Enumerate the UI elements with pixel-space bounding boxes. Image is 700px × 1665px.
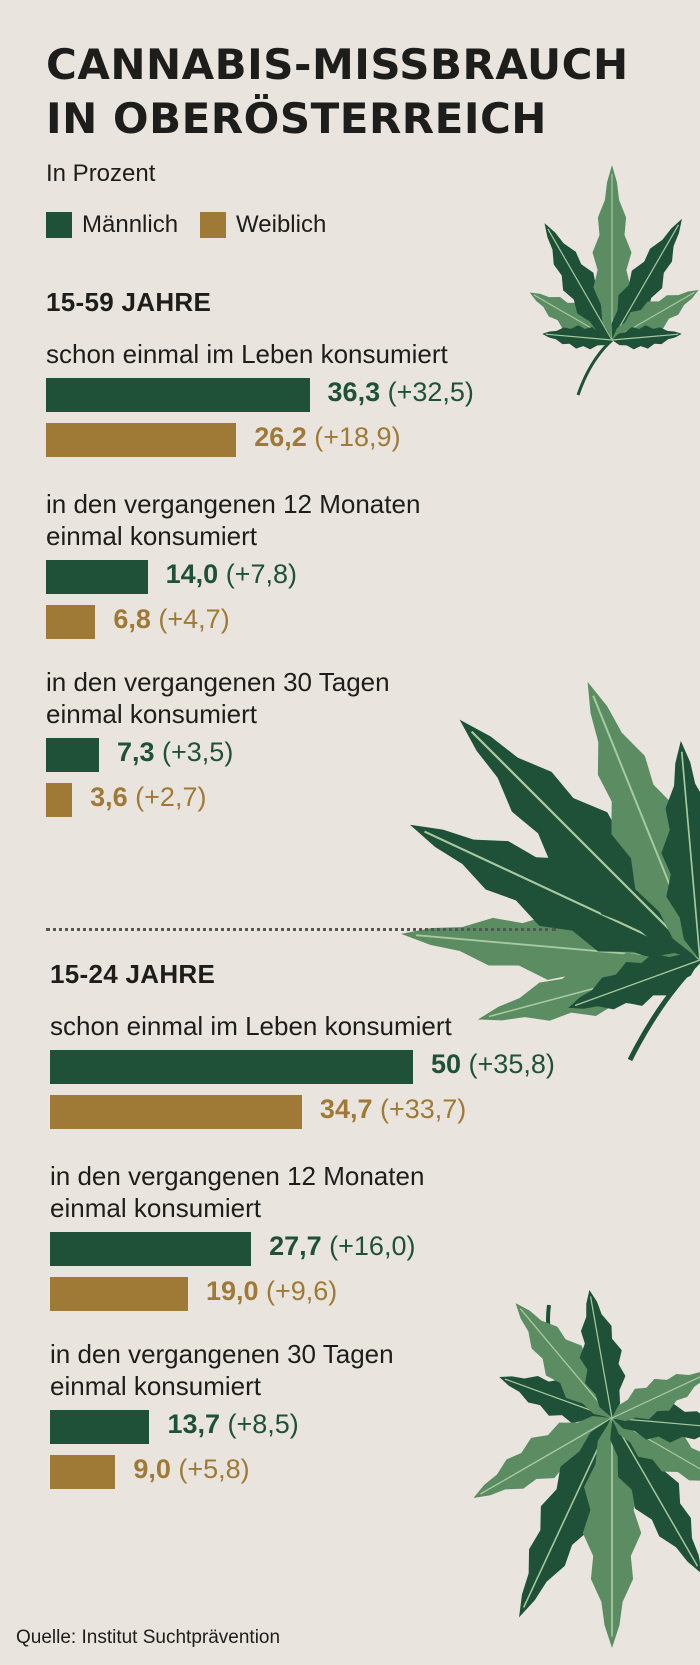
data-change: (+18,9)	[306, 422, 401, 452]
data-label-male: 27,7 (+16,0)	[269, 1231, 415, 1262]
category-label: schon einmal im Leben konsumiert	[50, 1010, 550, 1042]
data-change: (+4,7)	[150, 604, 230, 634]
data-value: 50	[431, 1049, 462, 1079]
data-value: 13,7	[167, 1409, 221, 1439]
data-change: (+2,7)	[127, 782, 207, 812]
data-value: 27,7	[269, 1231, 322, 1261]
legend-swatch-female	[200, 212, 227, 238]
category-label: in den vergangenen 12 Monaten einmal kons…	[50, 1160, 550, 1224]
category-label-line: einmal konsumiert	[46, 521, 257, 551]
data-label-male: 14,0 (+7,8)	[166, 559, 297, 590]
leaflet-vein	[589, 1296, 613, 1419]
category-label: in den vergangenen 30 Tagen einmal konsum…	[46, 666, 546, 730]
leaflet-shape	[579, 1289, 626, 1418]
data-change: (+9,6)	[258, 1276, 338, 1306]
data-label-female: 26,2 (+18,9)	[254, 422, 400, 453]
data-label-male: 36,3 (+32,5)	[328, 377, 474, 408]
bar-female	[50, 1095, 302, 1129]
legend-label-male: Männlich	[82, 211, 179, 238]
section-heading-2: 15-24 JAHRE	[50, 959, 216, 989]
legend: Männlich Weiblich	[46, 211, 348, 239]
chart-title: CANNABIS-MISSBRAUCH IN OBERÖSTERREICH	[46, 38, 686, 146]
data-value: 36,3	[327, 377, 381, 407]
category-label-line: einmal konsumiert	[46, 699, 257, 729]
data-value: 14,0	[165, 559, 219, 589]
legend-swatch-male	[46, 212, 72, 238]
data-value: 34,7	[319, 1094, 373, 1124]
leaflet-vein	[470, 730, 700, 961]
data-change: (+7,8)	[218, 559, 297, 589]
leaflet-vein	[611, 224, 680, 341]
category-label: in den vergangenen 12 Monaten einmal kons…	[46, 488, 546, 552]
category-label-line: einmal konsumiert	[50, 1371, 261, 1401]
category-label-line: in den vergangenen 12 Monaten	[50, 1161, 425, 1191]
leaflet-shape	[661, 740, 700, 960]
leaflet-vein	[480, 1417, 613, 1495]
leaflet-vein	[574, 959, 700, 1007]
data-label-female: 6,8 (+4,7)	[113, 604, 229, 635]
bar-female	[46, 423, 237, 457]
data-change: (+16,0)	[321, 1231, 416, 1261]
legend-item-female: Weiblich	[200, 211, 326, 239]
data-label-female: 3,6 (+2,7)	[90, 782, 206, 813]
data-label-male: 50 (+35,8)	[431, 1049, 555, 1080]
data-label-female: 34,7 (+33,7)	[320, 1094, 466, 1125]
data-value: 9,0	[133, 1454, 171, 1484]
leaflet-vein	[611, 1417, 699, 1567]
leaflet-vein	[547, 228, 613, 341]
data-value: 6,8	[113, 604, 151, 634]
leaflet-shape	[612, 1371, 700, 1422]
unit-subtitle: In Prozent	[46, 160, 156, 187]
bar-male	[46, 378, 310, 412]
source-note: Quelle: Institut Suchtprävention	[16, 1627, 281, 1648]
data-label-male: 13,7 (+8,5)	[167, 1409, 298, 1440]
title-line-2: IN OBERÖSTERREICH	[46, 94, 547, 143]
data-change: (+3,5)	[154, 737, 234, 767]
data-value: 26,2	[254, 422, 307, 452]
legend-label-female: Weiblich	[236, 211, 327, 238]
bar-male	[46, 738, 99, 772]
leaflet-vein	[680, 751, 700, 961]
data-value: 19,0	[205, 1276, 259, 1306]
data-change: (+33,7)	[372, 1094, 467, 1124]
category-label-line: in den vergangenen 12 Monaten	[46, 489, 421, 519]
data-change: (+32,5)	[380, 377, 474, 407]
bar-female	[46, 605, 96, 639]
data-label-female: 9,0 (+5,8)	[133, 1454, 249, 1485]
leaflet-vein	[611, 1417, 700, 1429]
bar-male	[50, 1232, 252, 1266]
data-change: (+8,5)	[220, 1409, 299, 1439]
bar-female	[50, 1277, 188, 1311]
category-label-line: einmal konsumiert	[50, 1193, 261, 1223]
category-label-line: in den vergangenen 30 Tagen	[46, 667, 390, 697]
category-label-line: schon einmal im Leben konsumiert	[46, 339, 448, 369]
category-label: in den vergangenen 30 Tagen einmal konsum…	[50, 1338, 550, 1402]
leaflet-vein	[519, 1308, 613, 1419]
data-label-female: 19,0 (+9,6)	[206, 1276, 337, 1307]
section-divider	[46, 928, 556, 931]
leaf-stem	[576, 338, 614, 396]
category-label-line: schon einmal im Leben konsumiert	[50, 1011, 452, 1041]
data-value: 7,3	[116, 737, 155, 767]
bar-male	[50, 1050, 413, 1084]
data-change: (+5,8)	[170, 1454, 250, 1484]
category-label-line: in den vergangenen 30 Tagen	[50, 1339, 394, 1369]
bar-female	[50, 1455, 116, 1489]
legend-item-male: Männlich	[46, 211, 178, 239]
data-change: (+35,8)	[461, 1049, 555, 1079]
data-label-male: 7,3 (+3,5)	[117, 737, 233, 768]
bar-male	[50, 1410, 150, 1444]
data-value: 3,6	[90, 782, 128, 812]
leaflet-vein	[611, 333, 679, 341]
bar-male	[46, 560, 148, 594]
title-line-1: CANNABIS-MISSBRAUCH	[46, 40, 629, 89]
section-heading-1: 15-59 JAHRE	[46, 287, 212, 317]
leaflet-vein	[611, 1373, 700, 1419]
bar-female	[46, 783, 73, 817]
leaflet-vein	[545, 333, 613, 341]
category-label: schon einmal im Leben konsumiert	[46, 338, 546, 370]
